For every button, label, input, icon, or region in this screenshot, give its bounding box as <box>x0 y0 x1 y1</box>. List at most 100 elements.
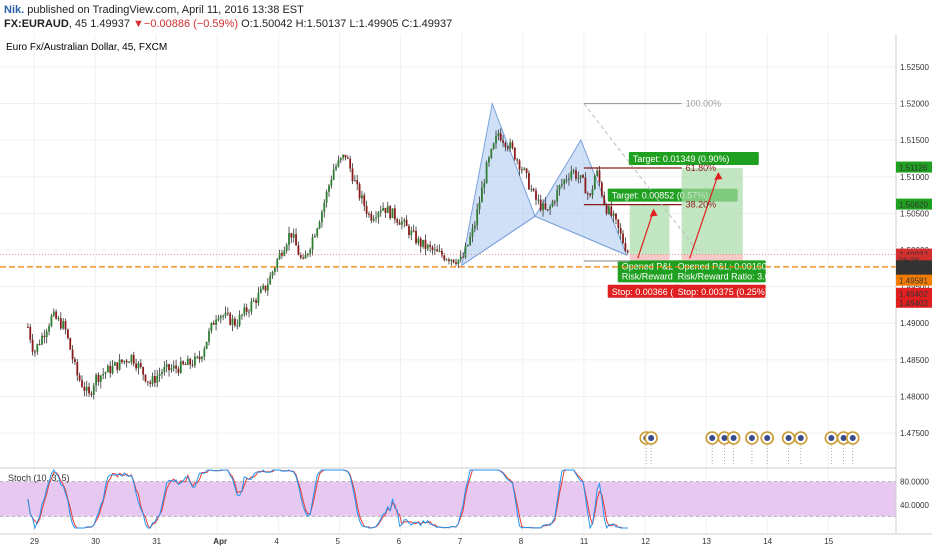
candle-body <box>563 179 566 185</box>
candle-body <box>128 362 130 364</box>
publish-text: published on TradingView.com, April 11, … <box>24 4 304 16</box>
last-price: 1.49937 <box>90 18 130 30</box>
candle-body <box>283 250 286 256</box>
ohlc-readout: FX:EURAUD, 45 1.49937 ▼−0.00886 (−0.59%)… <box>4 18 452 30</box>
candle-body <box>523 168 526 170</box>
candle-body <box>560 184 563 186</box>
candle-body <box>356 180 359 185</box>
target-zone-1[interactable] <box>629 204 670 255</box>
candle-body <box>151 375 154 384</box>
price-label-bg <box>896 254 932 266</box>
trade-arrow-1 <box>637 210 655 259</box>
candle-body <box>172 365 175 369</box>
candle-body <box>488 157 490 163</box>
candle-body <box>85 386 88 391</box>
candle-body <box>135 363 137 369</box>
candle-body <box>257 292 260 303</box>
candle-body <box>111 365 114 374</box>
pattern-leg <box>461 215 536 266</box>
low-value: 1.49905 <box>358 18 399 30</box>
time-tick-label: Apr <box>213 537 227 546</box>
candle-body <box>36 344 39 352</box>
position-tools[interactable]: Target: 0.00852 (0.57%) Opened P&L: 0.0Ri… <box>607 151 770 298</box>
candle-body <box>617 219 620 228</box>
candle-body <box>584 177 587 194</box>
candle-body <box>386 206 389 213</box>
candle-body <box>393 208 396 220</box>
arrow-head-2 <box>714 171 723 180</box>
candle-body <box>130 354 133 363</box>
pnl-box-bg-2 <box>673 260 766 283</box>
candle-body <box>104 372 107 374</box>
stoch-band <box>0 481 896 517</box>
candle-body <box>125 360 128 363</box>
target-zone-2[interactable] <box>681 167 743 255</box>
price-axis[interactable]: 1.525001.520001.515001.510001.505001.500… <box>895 34 932 534</box>
candle-body <box>539 199 542 211</box>
candle-body <box>118 359 121 370</box>
target-label-bg-2 <box>628 151 759 165</box>
candle-body <box>179 361 182 373</box>
candle-body <box>415 230 417 244</box>
candle-body <box>281 252 283 256</box>
overlay-lines: 100.00% 61.80% 38.20% <box>0 99 896 268</box>
candle-body <box>158 374 161 376</box>
time-axis[interactable]: 29 30 31 Apr 4 5 6 7 8 11 12 13 14 15 <box>0 533 932 546</box>
time-tick-label: 13 <box>702 537 711 546</box>
candle-body <box>226 312 229 314</box>
price-chart[interactable]: Euro Fx/Australian Dollar, 45, FXCM Targ… <box>0 34 932 550</box>
candle-body <box>285 244 288 251</box>
candle-body <box>469 236 472 245</box>
time-tick-label: 6 <box>397 537 402 546</box>
candle-body <box>99 375 102 382</box>
candle-body <box>302 257 305 259</box>
candle-body <box>485 162 488 184</box>
candle-body <box>368 213 370 215</box>
candle-body <box>497 133 500 136</box>
harmonic-pattern[interactable] <box>460 101 628 267</box>
candle-body <box>57 318 60 320</box>
candle-body <box>537 199 540 201</box>
candle-body <box>408 225 410 236</box>
candle-body <box>62 321 65 329</box>
candle-body <box>189 358 192 365</box>
candle-body <box>502 140 504 143</box>
candle-body <box>405 219 408 226</box>
candle-body <box>622 233 624 244</box>
candle-body <box>433 249 436 251</box>
candle-body <box>43 335 46 338</box>
author-name[interactable]: Nik. <box>4 4 25 16</box>
candle-body <box>217 318 220 320</box>
trade-arrow-2 <box>689 173 719 259</box>
candle-body <box>201 356 203 360</box>
candle-body <box>38 344 41 346</box>
candle-body <box>626 250 629 253</box>
price-label-bg <box>896 287 932 299</box>
candle-body <box>476 209 479 226</box>
close-label: C: <box>401 18 413 30</box>
candle-body <box>586 193 589 195</box>
symbol-label[interactable]: FX:EURAUD <box>4 18 69 30</box>
candle-body <box>589 193 592 196</box>
candle-body <box>504 142 507 148</box>
event-markers[interactable] <box>639 431 860 464</box>
candle-body <box>248 311 250 313</box>
price-label: 1.49777 <box>899 262 928 271</box>
stochastic-pane[interactable] <box>0 467 896 530</box>
candle-body <box>448 259 450 262</box>
candle-body <box>608 206 610 214</box>
publish-info: Nik. published on TradingView.com, April… <box>4 4 304 16</box>
candle-body <box>236 325 239 327</box>
candle-body <box>304 255 307 259</box>
candle-body <box>175 365 177 369</box>
candle-body <box>288 233 290 245</box>
stoch-k-line <box>27 469 628 530</box>
candle-body <box>511 142 514 148</box>
candle-body <box>358 184 361 199</box>
arrow-head-1 <box>649 208 658 217</box>
candle-body <box>278 252 281 260</box>
candle-body <box>243 307 246 315</box>
candle-body <box>344 154 347 158</box>
candle-body <box>90 393 93 395</box>
candle-body <box>299 254 302 258</box>
